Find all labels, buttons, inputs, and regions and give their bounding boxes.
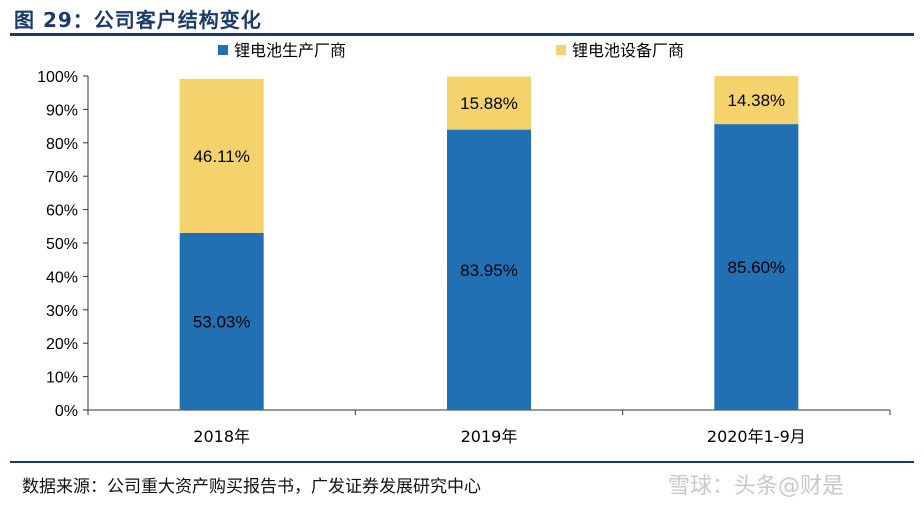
y-tick-label: 0% — [55, 403, 78, 420]
source-rule — [10, 461, 914, 463]
bar-segment — [714, 76, 799, 125]
y-tick-label: 90% — [46, 102, 78, 119]
y-tick-label: 70% — [46, 169, 78, 186]
legend-label: 锂电池生产厂商 — [234, 41, 346, 60]
data-label: 83.95% — [460, 261, 518, 280]
bar-segment — [447, 129, 531, 410]
y-tick-label: 40% — [46, 269, 78, 286]
watermark: 雪球：头条@财是 — [668, 474, 845, 499]
y-tick-label: 80% — [46, 136, 78, 153]
y-tick-label: 10% — [46, 370, 78, 387]
data-label: 53.03% — [193, 312, 251, 331]
legend-label: 锂电池设备厂商 — [572, 41, 684, 60]
x-tick-label: 2020年1-9月 — [707, 427, 806, 446]
legend-swatch — [218, 45, 228, 55]
data-label: 15.88% — [460, 94, 518, 113]
data-label: 14.38% — [727, 91, 785, 110]
y-tick-label: 30% — [46, 303, 78, 320]
bar-segment — [447, 76, 531, 130]
x-tick-label: 2018年 — [193, 427, 250, 446]
y-tick-label: 20% — [46, 336, 78, 353]
legend-swatch — [556, 45, 566, 55]
x-tick-label: 2019年 — [461, 427, 518, 446]
figure-title: 图 29：公司客户结构变化 — [14, 8, 262, 32]
y-tick-label: 100% — [37, 69, 78, 86]
title-rule — [10, 33, 914, 36]
bar-segment — [714, 124, 799, 410]
y-tick-label: 60% — [46, 203, 78, 220]
source-note: 数据来源：公司重大资产购买报告书，广发证券发展研究中心 — [22, 477, 481, 497]
bar-segment — [179, 232, 264, 410]
data-label: 85.60% — [727, 258, 785, 277]
data-label: 46.11% — [193, 147, 249, 166]
y-tick-label: 50% — [46, 236, 78, 253]
bar-segment — [179, 78, 264, 233]
